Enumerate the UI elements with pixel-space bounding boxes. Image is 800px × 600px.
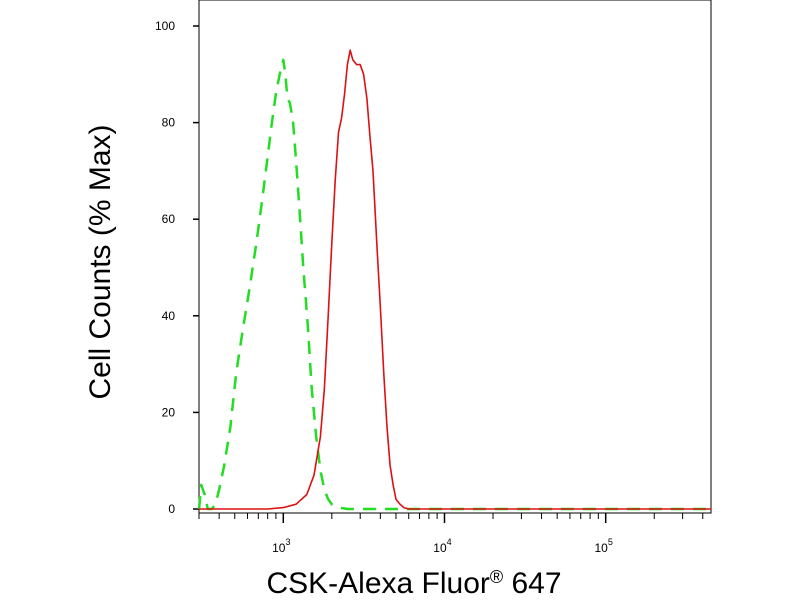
y-tick-label: 100 (155, 19, 175, 33)
x-tick-label: 103 (272, 537, 290, 555)
x-axis-title-registered: ® (490, 567, 503, 587)
plot-frame (198, 0, 712, 514)
x-tick-label: 104 (433, 537, 451, 555)
y-tick-label: 80 (162, 116, 176, 130)
x-axis-title: CSK-Alexa Fluor® 647 (266, 567, 561, 600)
y-tick-label: 0 (168, 502, 175, 516)
series-line-2 (199, 49, 711, 510)
series-line-1 (197, 58, 711, 511)
x-axis: 103 104 105 (198, 513, 704, 555)
y-tick-label: 60 (162, 212, 176, 226)
series-layer (197, 49, 711, 511)
y-tick-label: 40 (162, 309, 176, 323)
y-axis: 0 20 40 60 80 100 (155, 19, 199, 516)
y-tick-label: 20 (162, 405, 176, 419)
x-axis-title-suffix: 647 (503, 567, 561, 600)
x-axis-title-main: CSK-Alexa Fluor (266, 567, 489, 600)
x-tick-label: 105 (595, 537, 613, 555)
y-axis-title: Cell Counts (% Max) (84, 124, 117, 399)
